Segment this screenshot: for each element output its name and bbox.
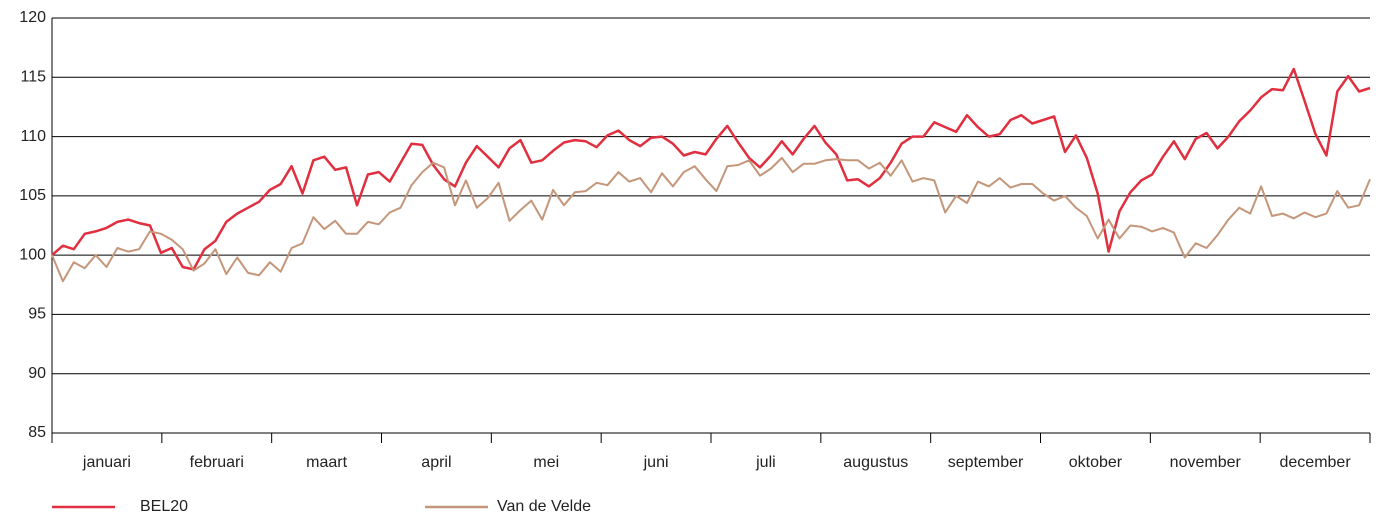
line-series [51, 156, 1371, 283]
x-tick-label: juni [643, 454, 669, 471]
x-tick-label: maart [306, 454, 347, 471]
y-tick-label: 90 [28, 365, 46, 382]
x-tick-label: oktober [1069, 454, 1123, 471]
x-tick-label: mei [533, 454, 559, 471]
x-tick-label: april [421, 454, 451, 471]
y-tick-label: 85 [28, 424, 46, 441]
y-tick-label: 115 [20, 69, 46, 86]
legend-label: BEL20 [140, 498, 188, 515]
y-tick-label: 105 [19, 187, 46, 204]
legend-label: Van de Velde [497, 498, 591, 515]
y-tick-label: 100 [19, 246, 46, 263]
x-tick-label: september [948, 454, 1024, 471]
x-tick-label: december [1280, 454, 1352, 471]
x-tick-label: november [1170, 454, 1242, 471]
x-tick-label: februari [190, 454, 244, 471]
x-tick-label: januari [82, 454, 131, 471]
x-tick-label: juli [755, 454, 776, 471]
y-tick-label: 120 [19, 9, 46, 26]
line-series [51, 67, 1371, 271]
x-tick-label: augustus [843, 454, 908, 471]
y-tick-label: 110 [20, 128, 46, 145]
y-tick-label: 95 [28, 306, 46, 323]
